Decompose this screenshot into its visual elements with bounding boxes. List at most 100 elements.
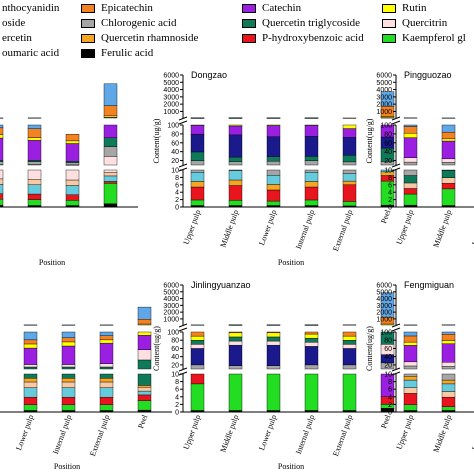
- bar-segment: [23, 343, 38, 349]
- y-tick-label: 3000: [376, 303, 392, 310]
- y-tick-label: 6000: [376, 283, 392, 290]
- bar-segment: [23, 366, 38, 370]
- y-tick-label: 1000: [376, 316, 392, 323]
- bar-segment: [61, 341, 76, 347]
- legend-label: ercetin: [2, 32, 32, 44]
- y-tick-label: 6: [388, 387, 392, 394]
- bar-segment: [304, 160, 319, 166]
- bar-segment: [441, 131, 456, 140]
- bar-segment: [441, 177, 456, 184]
- bar-segment: [441, 379, 456, 385]
- bar-segment: [441, 140, 456, 160]
- y-tick-label: 20: [384, 362, 392, 369]
- bar-segment: [23, 404, 38, 411]
- y-tick-label: 6000: [376, 73, 392, 80]
- y-tick-label: 8: [388, 379, 392, 386]
- bar-segment: [99, 324, 114, 326]
- bar-segment: [27, 161, 42, 165]
- y-axis-label: Content(ug/g): [152, 326, 161, 371]
- bar-segment: [304, 124, 319, 126]
- bar-segment: [103, 83, 118, 106]
- bar-segment: [137, 387, 152, 392]
- y-tick-label: 2: [175, 197, 179, 204]
- chart-title: Pingguozao: [404, 70, 452, 80]
- bar-segment: [228, 324, 243, 326]
- bar-segment: [266, 169, 281, 176]
- y-tick-label: 4: [175, 394, 179, 401]
- y-tick-label: 5000: [163, 289, 179, 296]
- y-tick-label: 6000: [163, 73, 179, 80]
- chart-title: Fengmiguan: [404, 280, 454, 290]
- bar-segment: [441, 362, 456, 367]
- x-tick-label: Middle pulp: [218, 209, 240, 249]
- y-tick-label: 80: [171, 131, 179, 138]
- bar-segment: [23, 331, 38, 341]
- y-tick-label: 0: [175, 205, 179, 212]
- bar-segment: [0, 169, 4, 180]
- bar-segment: [342, 124, 357, 129]
- bar-segment: [99, 373, 114, 379]
- bar-segment: [342, 161, 357, 166]
- bar-segment: [103, 175, 118, 182]
- bar-segment: [228, 124, 243, 127]
- legend-swatch: [81, 18, 95, 28]
- chart-title: Dongzao: [191, 70, 227, 80]
- bar-segment: [99, 331, 114, 336]
- y-tick-label: 2: [175, 402, 179, 409]
- legend-label: Quercetin triglycoside: [262, 17, 361, 29]
- bar-segment: [65, 179, 80, 186]
- bar-segment: [342, 173, 357, 182]
- bar-segment: [403, 126, 418, 134]
- legend-label: Quercetin rhamnoside: [101, 32, 199, 44]
- bar-segment: [342, 344, 357, 349]
- bar-segment: [266, 174, 281, 185]
- bar-segment: [103, 172, 118, 177]
- bar-segment: [137, 306, 152, 320]
- bar-segment: [380, 124, 395, 138]
- bar-segment: [304, 373, 319, 411]
- bar-segment: [65, 143, 80, 162]
- bar-segment: [304, 136, 319, 157]
- legend-item: Catechin: [242, 2, 301, 14]
- bar-segment: [103, 169, 118, 173]
- x-axis-label: Position: [54, 462, 80, 471]
- bar-segment: [27, 199, 42, 206]
- legend-label: nthocyanidin: [2, 2, 60, 14]
- bar-segment: [99, 335, 114, 341]
- x-tick-label: Peel: [136, 413, 149, 430]
- legend-swatch: [81, 3, 95, 13]
- bar-segment: [228, 125, 243, 136]
- axis-break-mark: [391, 163, 401, 168]
- x-tick-label: Lower pulp: [470, 209, 474, 247]
- x-axis-label: Position: [278, 462, 304, 471]
- y-tick-label: 8: [175, 175, 179, 182]
- bar-segment: [61, 366, 76, 370]
- bar-segment: [103, 203, 118, 208]
- bar-segment: [403, 161, 418, 166]
- bar-segment: [61, 364, 76, 368]
- y-tick-label: 60: [384, 346, 392, 353]
- bar-segment: [342, 324, 357, 326]
- bar-segment: [342, 117, 357, 119]
- bar-segment: [103, 105, 118, 117]
- axis-break-mark: [178, 116, 188, 121]
- x-tick-label: Lower pulp: [470, 414, 474, 452]
- bar-segment: [228, 331, 243, 334]
- legend-item: oside: [0, 17, 25, 29]
- y-tick-label: 20: [171, 362, 179, 369]
- bar-segment: [137, 359, 152, 370]
- y-tick-label: 5000: [163, 80, 179, 87]
- bar-segment: [190, 331, 205, 337]
- bar-segment: [27, 124, 42, 129]
- legend-item: P-hydroxybenzoic acid: [242, 32, 364, 44]
- bar-segment: [380, 373, 395, 397]
- y-axis-label: Content(ug/g): [365, 326, 374, 371]
- bar-segment: [0, 160, 4, 162]
- y-tick-label: 10: [384, 372, 392, 379]
- y-tick-label: 40: [384, 354, 392, 361]
- bar-segment: [61, 381, 76, 388]
- bar-segment: [103, 137, 118, 147]
- bar-segment: [137, 349, 152, 361]
- bar-segment: [0, 184, 4, 194]
- legend-label: P-hydroxybenzoic acid: [262, 32, 364, 44]
